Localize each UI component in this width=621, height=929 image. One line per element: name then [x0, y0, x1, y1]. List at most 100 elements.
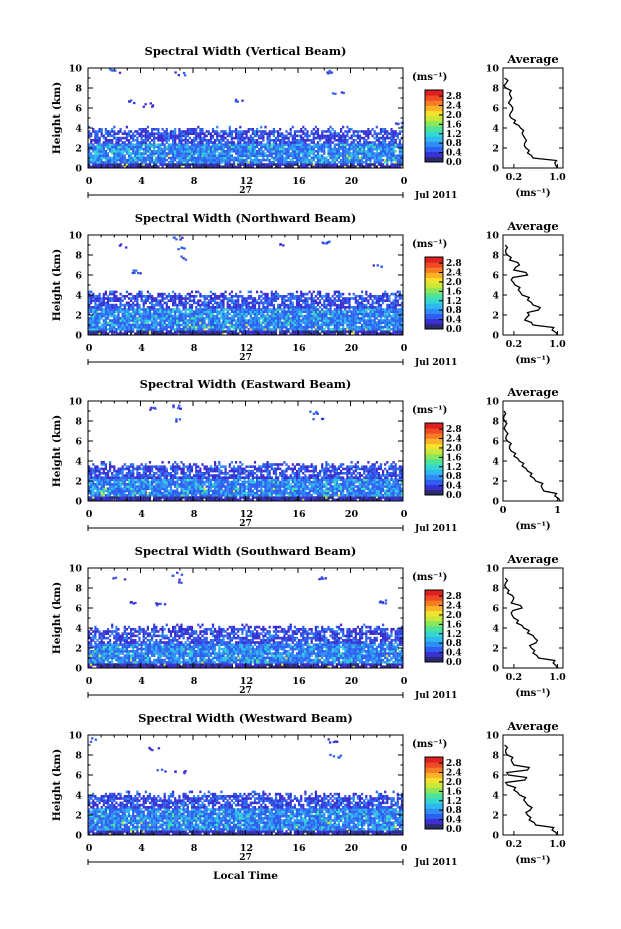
heatmap-cell — [283, 150, 286, 153]
heatmap-cell — [178, 132, 181, 135]
heatmap-cell — [251, 310, 254, 313]
heatmap-cell — [272, 306, 275, 309]
heatmap-cell — [134, 150, 137, 153]
heatmap-cell — [119, 130, 122, 133]
heatmap-cell — [211, 299, 215, 302]
heatmap-cell — [132, 136, 135, 140]
heatmap-cell — [132, 161, 135, 164]
heatmap-cell — [182, 306, 185, 309]
heatmap-cell — [321, 134, 324, 138]
heatmap-cell — [172, 332, 175, 335]
heatmap-cell — [308, 152, 311, 155]
heatmap-cell — [174, 330, 177, 333]
heatmap-cell — [333, 143, 336, 146]
heatmap-cell — [243, 130, 246, 133]
heatmap-cell — [125, 143, 128, 146]
heatmap-cell — [178, 319, 181, 322]
heatmap-cell — [100, 314, 103, 318]
colorbar-swatch — [425, 287, 443, 294]
heatmap-cell — [220, 321, 223, 324]
heatmap-cell — [266, 325, 269, 329]
heatmap-cell — [241, 132, 244, 135]
heatmap-cell — [375, 161, 378, 164]
heatmap-cell — [356, 325, 359, 329]
heatmap-cell — [228, 325, 231, 329]
heatmap-cell — [367, 150, 370, 153]
heatmap-cell — [394, 154, 397, 157]
heatmap-cell — [241, 134, 244, 138]
heatmap-cell — [287, 297, 290, 300]
heatmap-cell — [104, 132, 107, 135]
heatmap-cell — [342, 147, 345, 151]
heatmap-cell — [279, 295, 282, 298]
heatmap-cell — [146, 328, 149, 331]
heatmap-cell — [199, 152, 202, 155]
heatmap-cell — [352, 163, 355, 166]
heatmap-cell — [379, 299, 383, 302]
heatmap-cell — [268, 130, 271, 133]
heatmap-cell — [180, 332, 183, 335]
heatmap-cell — [377, 299, 380, 302]
heatmap-cell — [199, 314, 202, 318]
heatmap-cell — [289, 323, 292, 327]
heatmap-cell — [400, 321, 404, 324]
heatmap-cell — [302, 158, 305, 162]
heatmap-cell — [140, 143, 143, 146]
heatmap-cell — [144, 295, 147, 298]
heatmap-cell — [285, 150, 288, 153]
heatmap-cell — [331, 330, 334, 333]
heatmap-cell — [178, 310, 181, 313]
heatmap-cell — [98, 292, 101, 296]
heatmap-cell — [237, 323, 240, 327]
heatmap-cell — [241, 145, 244, 149]
heatmap-cell — [136, 321, 139, 324]
heatmap-cell — [207, 306, 210, 309]
heatmap-cell — [321, 312, 324, 316]
heatmap-cell — [369, 328, 372, 331]
heatmap-cell — [377, 156, 380, 160]
heatmap-cell — [331, 152, 334, 155]
heatmap-cell — [346, 325, 349, 329]
heatmap-cell — [239, 323, 242, 327]
heatmap-cell — [239, 290, 242, 294]
heatmap-cell — [256, 314, 259, 318]
heatmap-cell — [270, 139, 273, 142]
heatmap-cell — [354, 165, 357, 168]
heatmap-cell — [346, 134, 349, 138]
heatmap-cell — [256, 165, 259, 168]
heatmap-cell — [281, 147, 284, 151]
heatmap-cell — [96, 165, 99, 168]
heatmap-cell — [333, 150, 336, 153]
heatmap-cell — [316, 303, 320, 307]
heatmap-cell — [306, 143, 309, 146]
heatmap-cell — [400, 325, 404, 329]
heatmap-cell — [88, 154, 91, 157]
heatmap-cell — [148, 317, 152, 320]
heatmap-cell — [251, 128, 254, 131]
heatmap-cell — [146, 321, 149, 324]
heatmap-cell — [277, 306, 280, 309]
heatmap-cell — [354, 314, 357, 318]
heatmap-cell — [354, 332, 357, 335]
heatmap-cell — [262, 145, 265, 149]
heatmap-cell — [350, 330, 353, 333]
heatmap-cell — [214, 150, 217, 153]
heatmap-cell — [340, 314, 343, 318]
heatmap-cell — [285, 299, 288, 302]
heatmap-cell — [98, 152, 101, 155]
heatmap-cell — [184, 295, 187, 298]
heatmap-cell — [182, 147, 185, 151]
heatmap-cell — [98, 150, 101, 153]
heatmap-cell — [323, 314, 326, 318]
heatmap-cell — [92, 158, 95, 162]
heatmap-cell — [127, 301, 131, 305]
heatmap-cell — [319, 290, 322, 294]
heatmap-cell — [256, 152, 259, 155]
heatmap-cell — [146, 165, 149, 168]
heatmap-cell — [321, 310, 324, 313]
heatmap-cell — [323, 299, 326, 302]
heatmap-cell — [151, 317, 154, 320]
heatmap-cell — [94, 163, 97, 166]
heatmap-cell — [270, 323, 273, 327]
heatmap-cell — [367, 154, 370, 157]
